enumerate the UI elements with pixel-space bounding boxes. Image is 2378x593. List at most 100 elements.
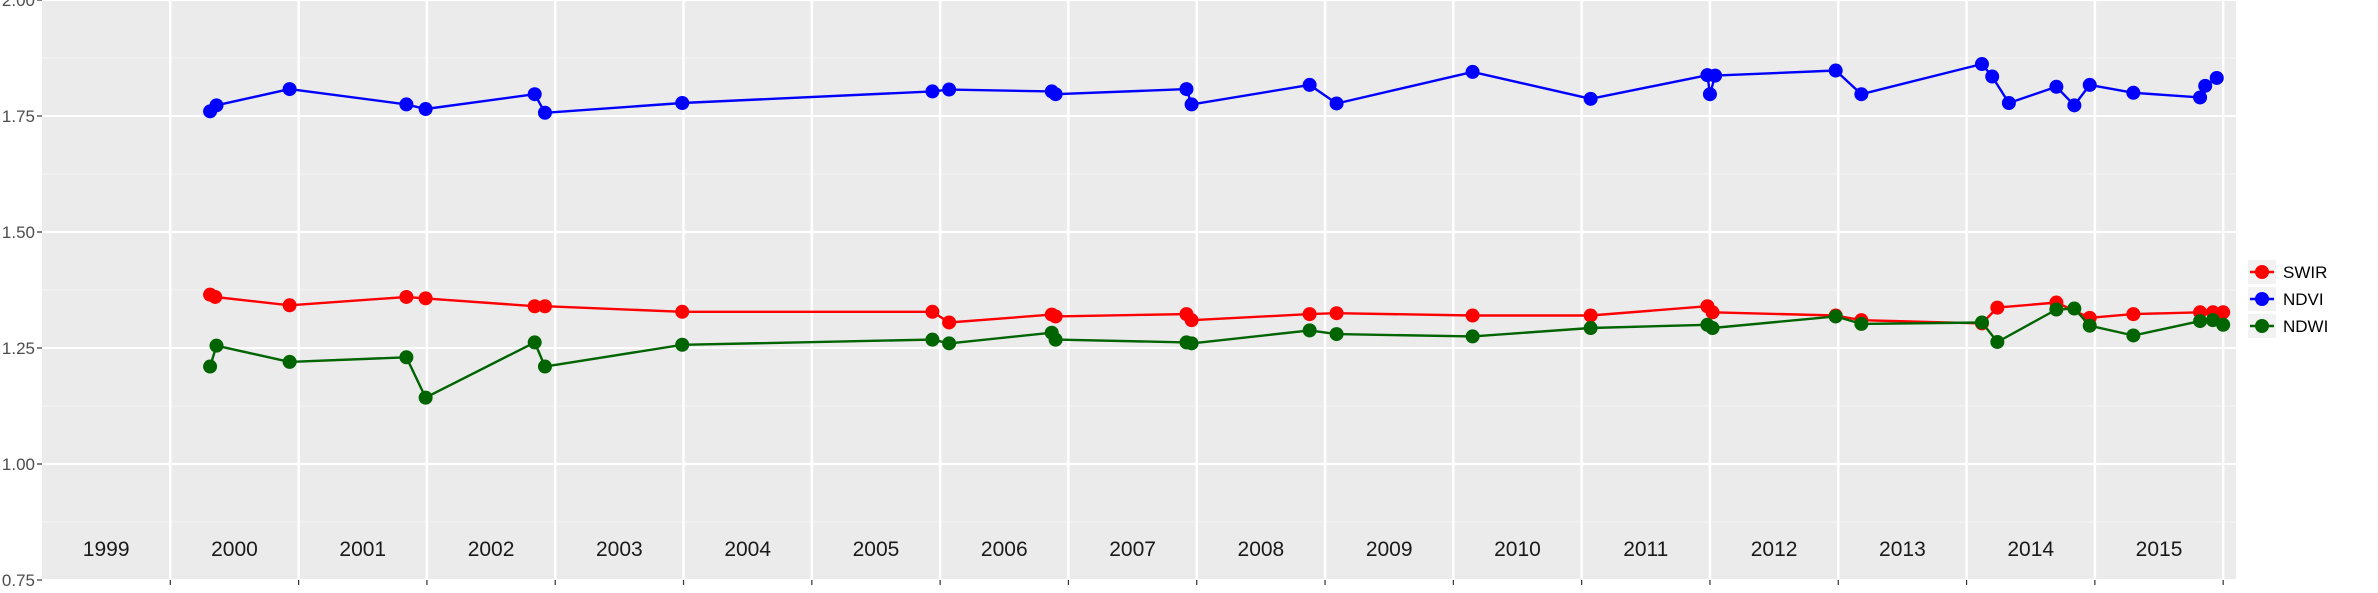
year-label: 2015 bbox=[2136, 538, 2183, 561]
legend-label-ndvi: NDVI bbox=[2283, 290, 2324, 309]
year-label: 2005 bbox=[853, 538, 900, 561]
ndwi-point bbox=[925, 332, 940, 347]
swir-point bbox=[2216, 305, 2231, 320]
ndwi-point bbox=[1990, 334, 2005, 349]
swir-point bbox=[1465, 308, 1480, 323]
legend-marker-ndvi bbox=[2255, 292, 2269, 306]
ndvi-point bbox=[1583, 91, 1598, 106]
y-tick-label: 2.00 bbox=[2, 0, 35, 10]
swir-point bbox=[1184, 313, 1199, 328]
ndwi-point bbox=[418, 390, 433, 405]
ndvi-point bbox=[2001, 96, 2016, 111]
ndwi-point bbox=[282, 354, 297, 369]
ndvi-point bbox=[675, 96, 690, 111]
ndvi-point bbox=[418, 102, 433, 117]
ndwi-point bbox=[942, 336, 957, 351]
year-label: 2008 bbox=[1238, 538, 1285, 561]
legend: SWIR NDVI NDWI bbox=[2248, 260, 2328, 338]
ndvi-point bbox=[527, 87, 542, 102]
y-tick-label: 0.75 bbox=[2, 571, 35, 590]
swir-point bbox=[1329, 306, 1344, 321]
year-label: 2011 bbox=[1623, 538, 1668, 561]
year-label: 1999 bbox=[83, 538, 130, 561]
ndvi-point bbox=[399, 97, 414, 112]
ndvi-point bbox=[1465, 64, 1480, 79]
swir-point bbox=[942, 315, 957, 330]
ndvi-point bbox=[537, 105, 552, 120]
swir-point bbox=[675, 304, 690, 319]
year-label: 2014 bbox=[2007, 538, 2054, 561]
swir-point bbox=[925, 304, 940, 319]
ndvi-point bbox=[2209, 70, 2224, 85]
ndvi-point bbox=[2067, 98, 2082, 113]
year-label: 2001 bbox=[339, 538, 386, 561]
ndwi-point bbox=[675, 337, 690, 352]
ndwi-point bbox=[1854, 316, 1869, 331]
swir-point bbox=[537, 299, 552, 314]
y-axis: 0.75 1.00 1.25 1.50 1.75 2.00 bbox=[2, 0, 42, 590]
swir-point bbox=[1583, 308, 1598, 323]
ndvi-point bbox=[282, 82, 297, 97]
swir-point bbox=[2126, 307, 2141, 322]
ndwi-point bbox=[1329, 327, 1344, 342]
ndvi-point bbox=[2198, 78, 2213, 93]
ndvi-point bbox=[2049, 79, 2064, 94]
legend-marker-swir bbox=[2255, 265, 2269, 279]
year-label: 2009 bbox=[1366, 538, 1413, 561]
ndwi-point bbox=[1705, 321, 1720, 336]
ndvi-point bbox=[942, 82, 957, 97]
ndvi-point bbox=[2193, 90, 2208, 105]
year-label: 2002 bbox=[468, 538, 515, 561]
y-tick-label: 1.00 bbox=[2, 455, 35, 474]
ndvi-point bbox=[1828, 63, 1843, 78]
legend-label-ndwi: NDWI bbox=[2283, 317, 2328, 336]
ndvi-point bbox=[1854, 87, 1869, 102]
swir-point bbox=[282, 298, 297, 313]
ndvi-point bbox=[1702, 87, 1717, 102]
year-label: 2004 bbox=[724, 538, 771, 561]
legend-marker-ndwi bbox=[2255, 319, 2269, 333]
ndwi-point bbox=[1465, 329, 1480, 344]
ndvi-point bbox=[1302, 77, 1317, 92]
grid-lines bbox=[42, 0, 2236, 581]
swir-point bbox=[208, 289, 223, 304]
year-label: 2013 bbox=[1879, 538, 1926, 561]
swir-point bbox=[399, 289, 414, 304]
ndwi-point bbox=[2082, 318, 2097, 333]
year-label: 2012 bbox=[1751, 538, 1798, 561]
year-label: 2006 bbox=[981, 538, 1028, 561]
ndwi-point bbox=[1828, 309, 1843, 324]
ndvi-point bbox=[1708, 68, 1723, 83]
ndwi-point bbox=[527, 335, 542, 350]
y-tick-label: 1.25 bbox=[2, 339, 35, 358]
ndwi-point bbox=[2049, 302, 2064, 317]
x-axis: 1999 2000 2001 2002 2003 2004 2005 2006 2007 2008… bbox=[83, 538, 2224, 585]
ndwi-point bbox=[2193, 314, 2208, 329]
ndwi-point bbox=[537, 359, 552, 374]
ndwi-point bbox=[2126, 328, 2141, 343]
ndvi-point bbox=[1048, 87, 1063, 102]
year-label: 2003 bbox=[596, 538, 643, 561]
ndwi-point bbox=[1583, 321, 1598, 336]
year-label: 2010 bbox=[1494, 538, 1541, 561]
swir-point bbox=[418, 291, 433, 306]
swir-point bbox=[527, 299, 542, 314]
ndwi-point bbox=[1184, 336, 1199, 351]
ndvi-point bbox=[925, 84, 940, 99]
ndvi-point bbox=[2126, 85, 2141, 100]
ndwi-point bbox=[203, 359, 218, 374]
ndvi-point bbox=[1985, 69, 2000, 84]
year-label: 2000 bbox=[211, 538, 258, 561]
ndvi-point bbox=[209, 98, 224, 113]
series-layer bbox=[203, 57, 2231, 405]
ndvi-point bbox=[1329, 96, 1344, 111]
ndwi-point bbox=[1048, 332, 1063, 347]
ndwi-point bbox=[209, 338, 224, 353]
ndwi-point bbox=[1974, 315, 1989, 330]
ndvi-point bbox=[2082, 77, 2097, 92]
ndwi-point bbox=[2216, 317, 2231, 332]
y-tick-label: 1.75 bbox=[2, 107, 35, 126]
ndvi-point bbox=[1179, 82, 1194, 97]
swir-point bbox=[1990, 300, 2005, 315]
